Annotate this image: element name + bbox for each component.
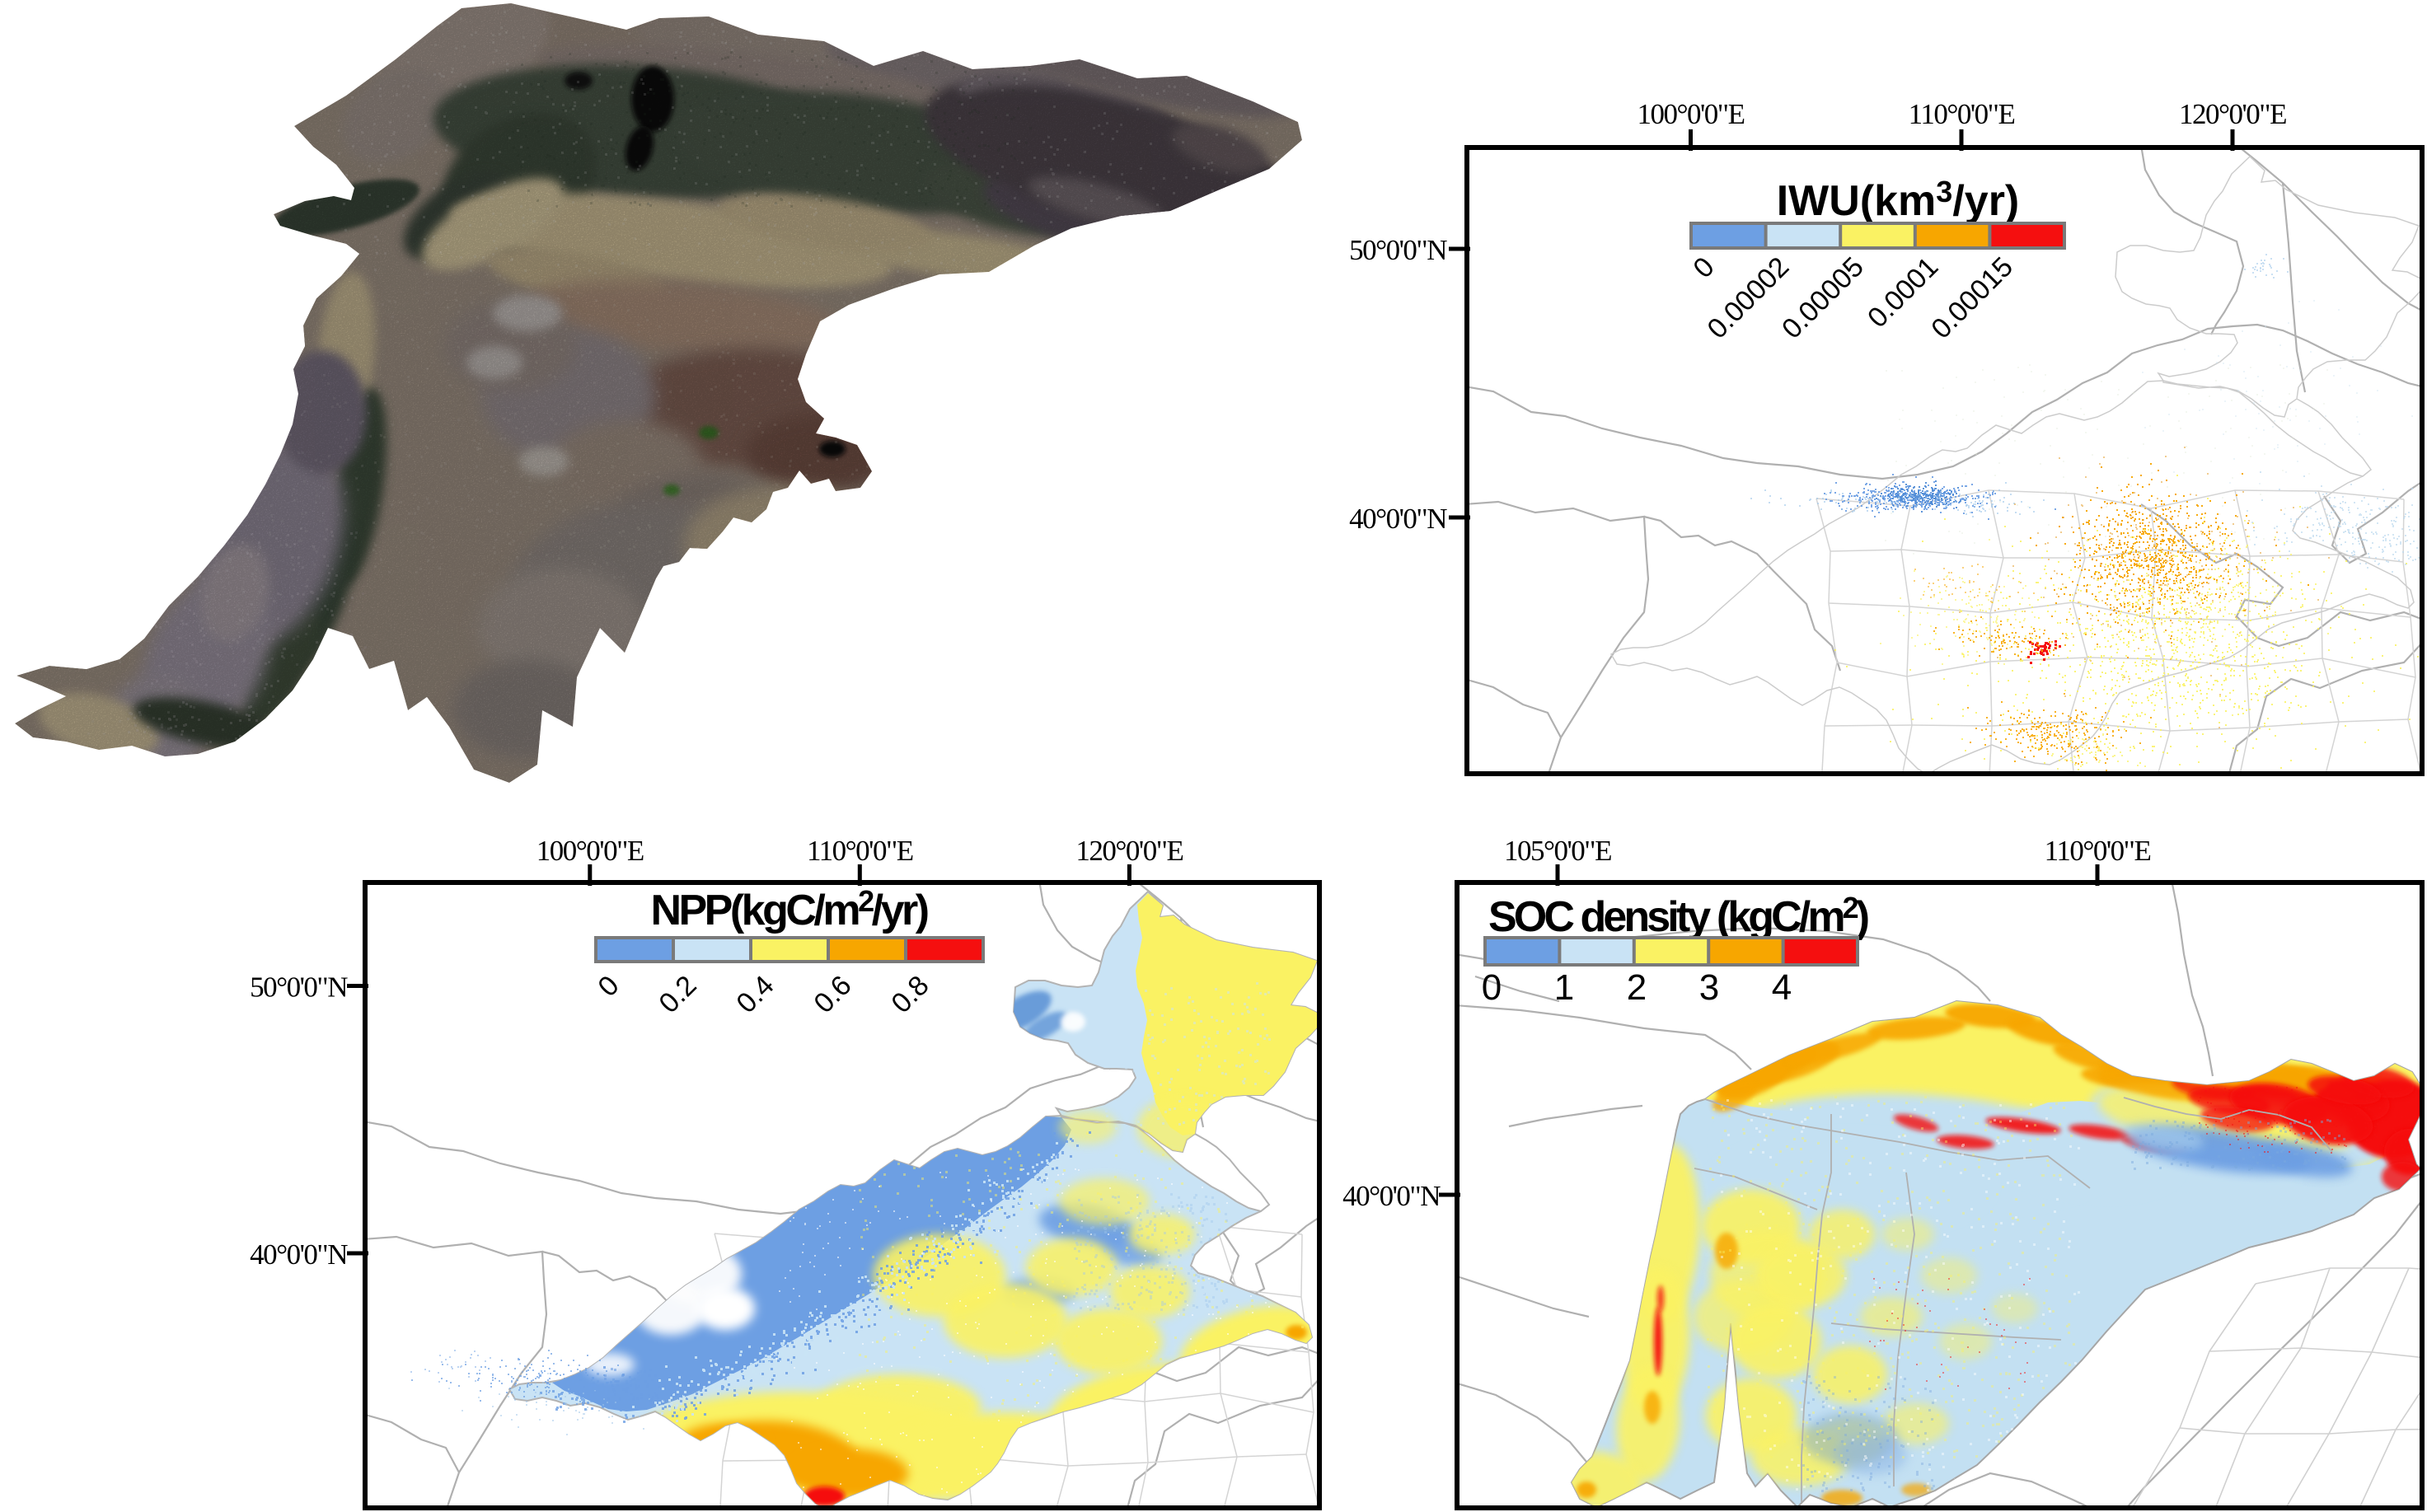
- svg-text:0.8: 0.8: [885, 970, 935, 1019]
- svg-text:4: 4: [1772, 967, 1792, 1008]
- svg-text:2: 2: [1627, 967, 1647, 1008]
- svg-text:40°0'0"N: 40°0'0"N: [1349, 503, 1447, 535]
- svg-text:0.4: 0.4: [730, 970, 780, 1019]
- svg-text:40°0'0"N: 40°0'0"N: [1342, 1180, 1441, 1212]
- svg-text:IWU(km3/yr): IWU(km3/yr): [1777, 175, 2020, 225]
- svg-text:100°0'0"E: 100°0'0"E: [536, 835, 644, 867]
- svg-text:0: 0: [1482, 967, 1502, 1008]
- svg-text:1: 1: [1554, 967, 1574, 1008]
- svg-text:0: 0: [1687, 251, 1720, 284]
- svg-text:3: 3: [1699, 967, 1719, 1008]
- svg-text:SOC density (kgC/m2): SOC density (kgC/m2): [1488, 891, 1868, 941]
- svg-text:110°0'0"E: 110°0'0"E: [807, 835, 913, 867]
- svg-text:100°0'0"E: 100°0'0"E: [1638, 98, 1745, 130]
- svg-text:0.00002: 0.00002: [1701, 251, 1795, 345]
- svg-text:105°0'0"E: 105°0'0"E: [1504, 835, 1611, 867]
- svg-text:40°0'0"N: 40°0'0"N: [250, 1238, 348, 1271]
- svg-text:50°0'0"N: 50°0'0"N: [250, 971, 348, 1004]
- svg-text:110°0'0"E: 110°0'0"E: [2045, 835, 2151, 867]
- svg-text:0.6: 0.6: [808, 970, 857, 1019]
- svg-text:50°0'0"N: 50°0'0"N: [1349, 234, 1447, 266]
- svg-text:0.00005: 0.00005: [1776, 251, 1870, 345]
- svg-text:0.00015: 0.00015: [1925, 251, 2019, 345]
- svg-text:0: 0: [592, 970, 625, 1003]
- svg-text:0.2: 0.2: [653, 970, 702, 1019]
- svg-text:110°0'0"E: 110°0'0"E: [1909, 98, 2015, 130]
- svg-text:NPP(kgC/m2/yr): NPP(kgC/m2/yr): [650, 884, 927, 934]
- svg-text:120°0'0"E: 120°0'0"E: [1075, 835, 1183, 867]
- svg-text:120°0'0"E: 120°0'0"E: [2179, 98, 2286, 130]
